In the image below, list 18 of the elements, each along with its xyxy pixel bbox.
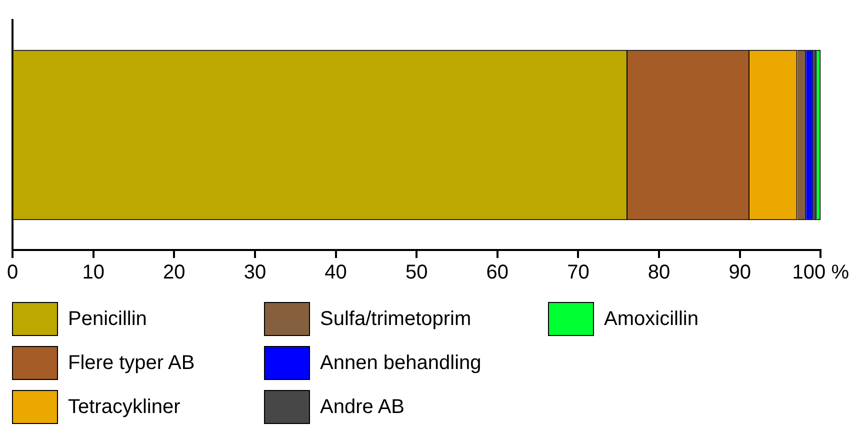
x-tick-label: 80 <box>648 262 670 284</box>
x-tick-label: 50 <box>405 262 428 284</box>
x-tick-label: 70 <box>567 262 590 284</box>
x-tick-label: 0 <box>7 262 18 284</box>
legend-label: Tetracykliner <box>68 395 180 419</box>
x-tick-label: 90 <box>728 262 751 284</box>
legend-label: Sulfa/trimetoprim <box>320 307 472 331</box>
legend-label: Penicillin <box>68 307 147 331</box>
x-tick-label: 30 <box>244 262 266 284</box>
x-tick-label: 10 <box>82 262 104 284</box>
x-tick-label: 40 <box>324 262 347 284</box>
x-tick-label: 20 <box>163 262 186 284</box>
x-tick-label: 60 <box>486 262 509 284</box>
legend-label: Andre AB <box>320 395 405 419</box>
legend-label: Annen behandling <box>320 351 482 375</box>
x-tick-label: 100 % <box>792 262 850 284</box>
legend-label: Flere typer AB <box>68 351 195 375</box>
legend-label: Amoxicillin <box>604 307 698 331</box>
